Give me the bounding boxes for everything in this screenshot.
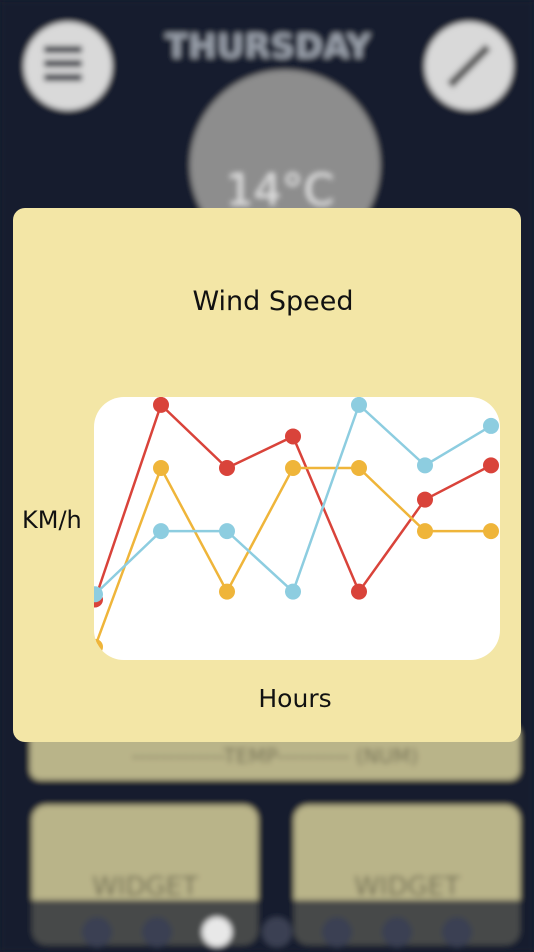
- data-point: [153, 397, 169, 413]
- data-point: [417, 491, 433, 508]
- data-point: [285, 428, 301, 445]
- data-point: [483, 523, 499, 540]
- data-point: [483, 417, 499, 434]
- plot: [94, 397, 499, 655]
- edit-icon: [447, 44, 491, 88]
- widget-label: WIDGET: [92, 872, 198, 902]
- chart-title: Wind Speed: [192, 286, 353, 317]
- x-axis-label: Hours: [258, 684, 331, 713]
- data-point: [351, 460, 367, 477]
- temp-bar-label: -------------TEMP---------- (NUM): [132, 744, 419, 768]
- data-point: [153, 523, 169, 540]
- data-point: [219, 460, 235, 477]
- plot-area: [94, 397, 500, 660]
- data-point: [285, 460, 301, 477]
- data-point: [219, 583, 235, 600]
- temperature: 14°C: [226, 165, 335, 216]
- y-axis-label: KM/h: [22, 506, 82, 534]
- data-point: [94, 586, 103, 603]
- data-point: [351, 583, 367, 600]
- data-point: [417, 457, 433, 474]
- data-point: [351, 397, 367, 413]
- data-point: [483, 457, 499, 474]
- data-point: [285, 583, 301, 600]
- menu-icon: [44, 46, 82, 81]
- data-point: [219, 523, 235, 540]
- data-point: [417, 523, 433, 540]
- widget-label: WIDGET: [354, 872, 460, 902]
- page-dots: [82, 917, 472, 947]
- data-point: [153, 460, 169, 477]
- day: THURSDAY: [165, 27, 371, 67]
